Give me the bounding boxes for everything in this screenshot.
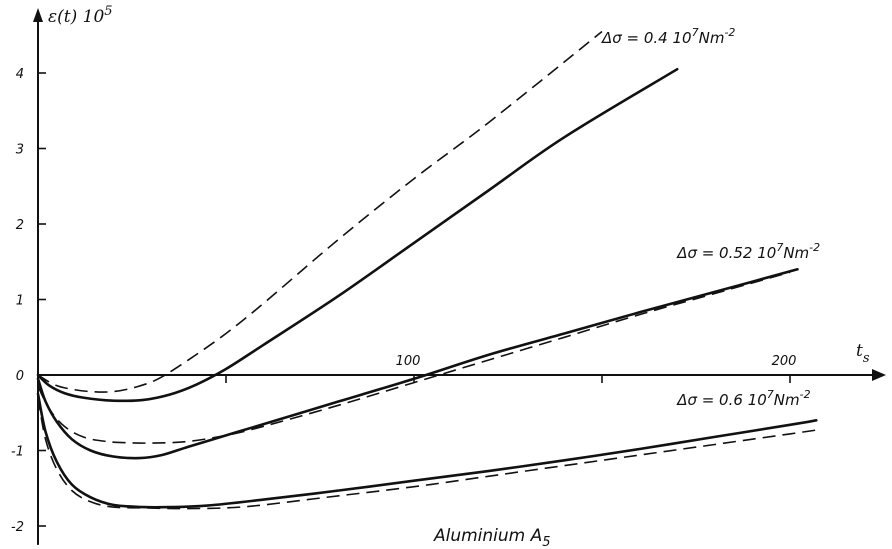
y-tick-label: -2 — [11, 520, 24, 535]
annotation-ann-04: Δσ = 0.4 107Nm-2 — [601, 26, 735, 47]
annotation-ann-06: Δσ = 0.6 107Nm-2 — [676, 388, 810, 409]
series-line-1 — [36, 67, 679, 403]
series-line-6 — [37, 397, 817, 510]
x-tick-label: 200 — [772, 354, 797, 369]
series-line-2 — [37, 30, 603, 393]
annotation-ann-052: Δσ = 0.52 107Nm-2 — [676, 241, 820, 262]
y-tick-label: 3 — [16, 143, 24, 158]
y-tick-label: 0 — [16, 369, 24, 384]
y-tick-label: 1 — [16, 294, 24, 309]
y-tick-label: 4 — [16, 67, 24, 82]
y-tick-label: -1 — [11, 445, 24, 460]
x-axis-arrow-icon — [872, 369, 886, 381]
y-axis-arrow-icon — [33, 8, 43, 22]
series-line-4 — [37, 271, 791, 444]
labels-layer: -2 -1 0 1 2 3 4 100 200 ε(t) 105 ts Δσ = 0.4 107Nm-… — [11, 4, 870, 549]
series-layer — [36, 30, 818, 510]
series-line-5 — [36, 392, 818, 509]
y-axis-label: ε(t) 105 — [48, 4, 113, 27]
axes — [33, 8, 886, 545]
caption: Aluminium A5 — [433, 526, 551, 549]
x-tick-label: 100 — [396, 354, 421, 369]
y-tick-label: 2 — [16, 218, 24, 233]
x-axis-label: ts — [856, 341, 870, 366]
series-line-3 — [36, 268, 799, 460]
